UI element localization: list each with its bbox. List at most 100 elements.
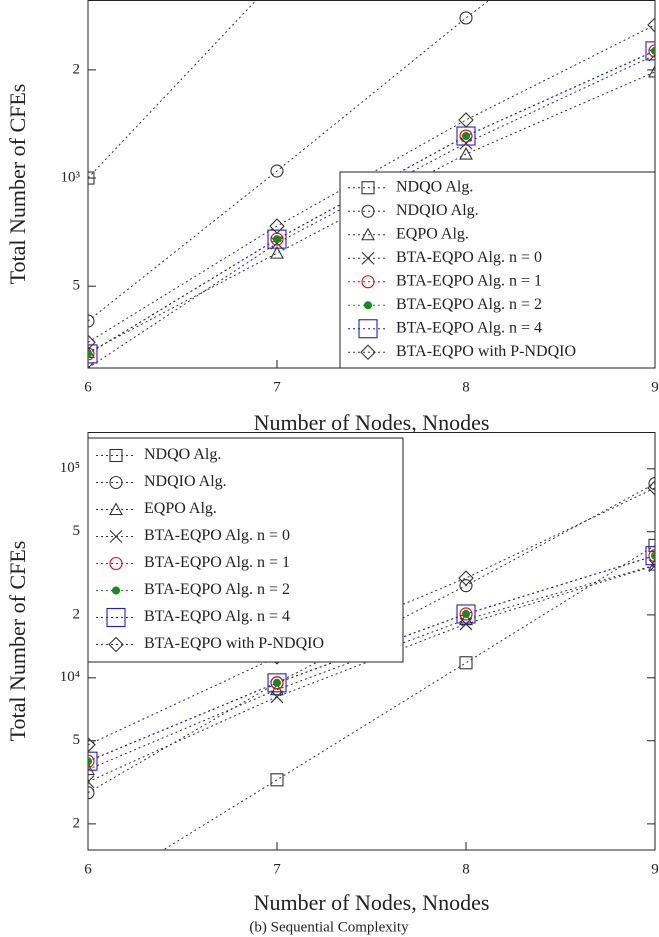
legend-label: NDQIO Alg. [396, 202, 479, 219]
marker [648, 538, 655, 552]
marker [88, 754, 95, 768]
marker [88, 775, 95, 789]
marker [459, 129, 473, 143]
legend-label: BTA-EQPO Alg. n = 0 [144, 527, 290, 544]
series-line [162, 544, 655, 850]
legend-box [87, 437, 404, 663]
y-tick-label: 2 [73, 606, 81, 622]
legend-marker [361, 251, 375, 265]
marker [645, 546, 655, 566]
x-tick-label: 7 [273, 861, 281, 877]
legend-label: BTA-EQPO Alg. n = 1 [396, 272, 542, 289]
marker [459, 146, 473, 160]
marker [648, 549, 655, 563]
legend-marker [109, 556, 123, 571]
marker [461, 609, 471, 619]
legend-marker [106, 607, 126, 628]
marker [647, 480, 655, 496]
legend-marker [361, 227, 375, 241]
y-tick-label: 2 [73, 815, 81, 831]
marker [270, 690, 284, 704]
marker [456, 604, 476, 624]
caption: (b) Sequential Complexity [249, 919, 409, 935]
marker [459, 656, 473, 670]
marker [270, 682, 284, 696]
marker [461, 131, 471, 141]
marker [650, 46, 655, 55]
marker [272, 678, 282, 687]
x-tick-label: 9 [651, 861, 659, 877]
x-axis-label: Number of Nodes, Nnodes [254, 410, 490, 435]
legend-label: BTA-EQPO with P-NDQIO [144, 635, 324, 652]
marker [88, 171, 95, 185]
marker [267, 673, 287, 693]
legend-label: BTA-EQPO Alg. n = 4 [144, 608, 290, 625]
y-axis-label: Total Number of CFEs [5, 84, 30, 285]
x-tick-label: 8 [462, 379, 470, 395]
legend-marker [361, 275, 375, 289]
y-axis-label: Total Number of CFEs [5, 541, 30, 742]
marker [88, 334, 96, 351]
marker [269, 218, 285, 234]
marker [645, 41, 655, 61]
marker [648, 477, 655, 491]
series-line [88, 50, 655, 355]
marker [88, 786, 95, 800]
marker [458, 112, 474, 128]
legend-marker [109, 502, 123, 516]
legend: NDQO Alg. NDQIO Alg. EQPO Alg. BTA-EQPO Alg… [339, 171, 656, 369]
marker [270, 245, 284, 259]
legend-label: BTA-EQPO Alg. n = 4 [396, 319, 542, 336]
marker [88, 757, 93, 766]
legend-label: BTA-EQPO Alg. n = 0 [396, 249, 542, 266]
marker [459, 607, 473, 621]
legend-marker [363, 301, 373, 310]
marker [650, 551, 655, 560]
legend-marker [361, 204, 375, 218]
legend-marker [111, 586, 121, 595]
marker [459, 579, 473, 593]
legend-marker [109, 475, 123, 490]
y-tick-label: 5 [73, 523, 81, 539]
y-tick-label: 10⁵ [60, 460, 80, 476]
legend-label: NDQIO Alg. [144, 473, 227, 490]
marker [82, 890, 94, 902]
legend-marker [109, 530, 123, 543]
marker [88, 314, 95, 328]
marker [88, 737, 96, 753]
legend-label: EQPO Alg. [396, 225, 469, 242]
marker [267, 229, 287, 249]
marker [88, 344, 98, 364]
legend-box [339, 171, 656, 369]
marker [648, 64, 655, 78]
x-axis-label: Number of Nodes, Nnodes [254, 890, 490, 915]
y-tick-label: 5 [73, 732, 81, 748]
marker [648, 44, 655, 58]
legend-label: NDQO Alg. [144, 446, 221, 463]
y-tick-label: 2 [73, 61, 81, 77]
x-tick-label: 6 [84, 861, 92, 877]
legend-label: BTA-EQPO Alg. n = 2 [396, 296, 542, 313]
y-tick-label: 10⁴ [60, 669, 80, 685]
legend-marker [360, 344, 376, 361]
marker [458, 570, 474, 586]
legend-marker [358, 319, 378, 339]
marker [270, 164, 284, 178]
legend-label: BTA-EQPO Alg. n = 1 [144, 554, 290, 571]
marker [459, 136, 473, 150]
marker [270, 773, 284, 787]
marker [88, 349, 93, 358]
marker [459, 617, 473, 631]
legend-marker [108, 636, 124, 653]
y-tick-label: 10³ [61, 169, 81, 185]
legend-label: NDQO Alg. [396, 178, 473, 195]
marker [272, 235, 282, 244]
y-tick-label: 5 [73, 278, 81, 294]
legend-label: BTA-EQPO with P-NDQIO [396, 343, 576, 360]
marker [270, 676, 284, 690]
legend-label: EQPO Alg. [144, 500, 217, 517]
x-tick-label: 8 [462, 861, 470, 877]
marker [459, 11, 473, 25]
x-tick-label: 7 [273, 379, 281, 395]
